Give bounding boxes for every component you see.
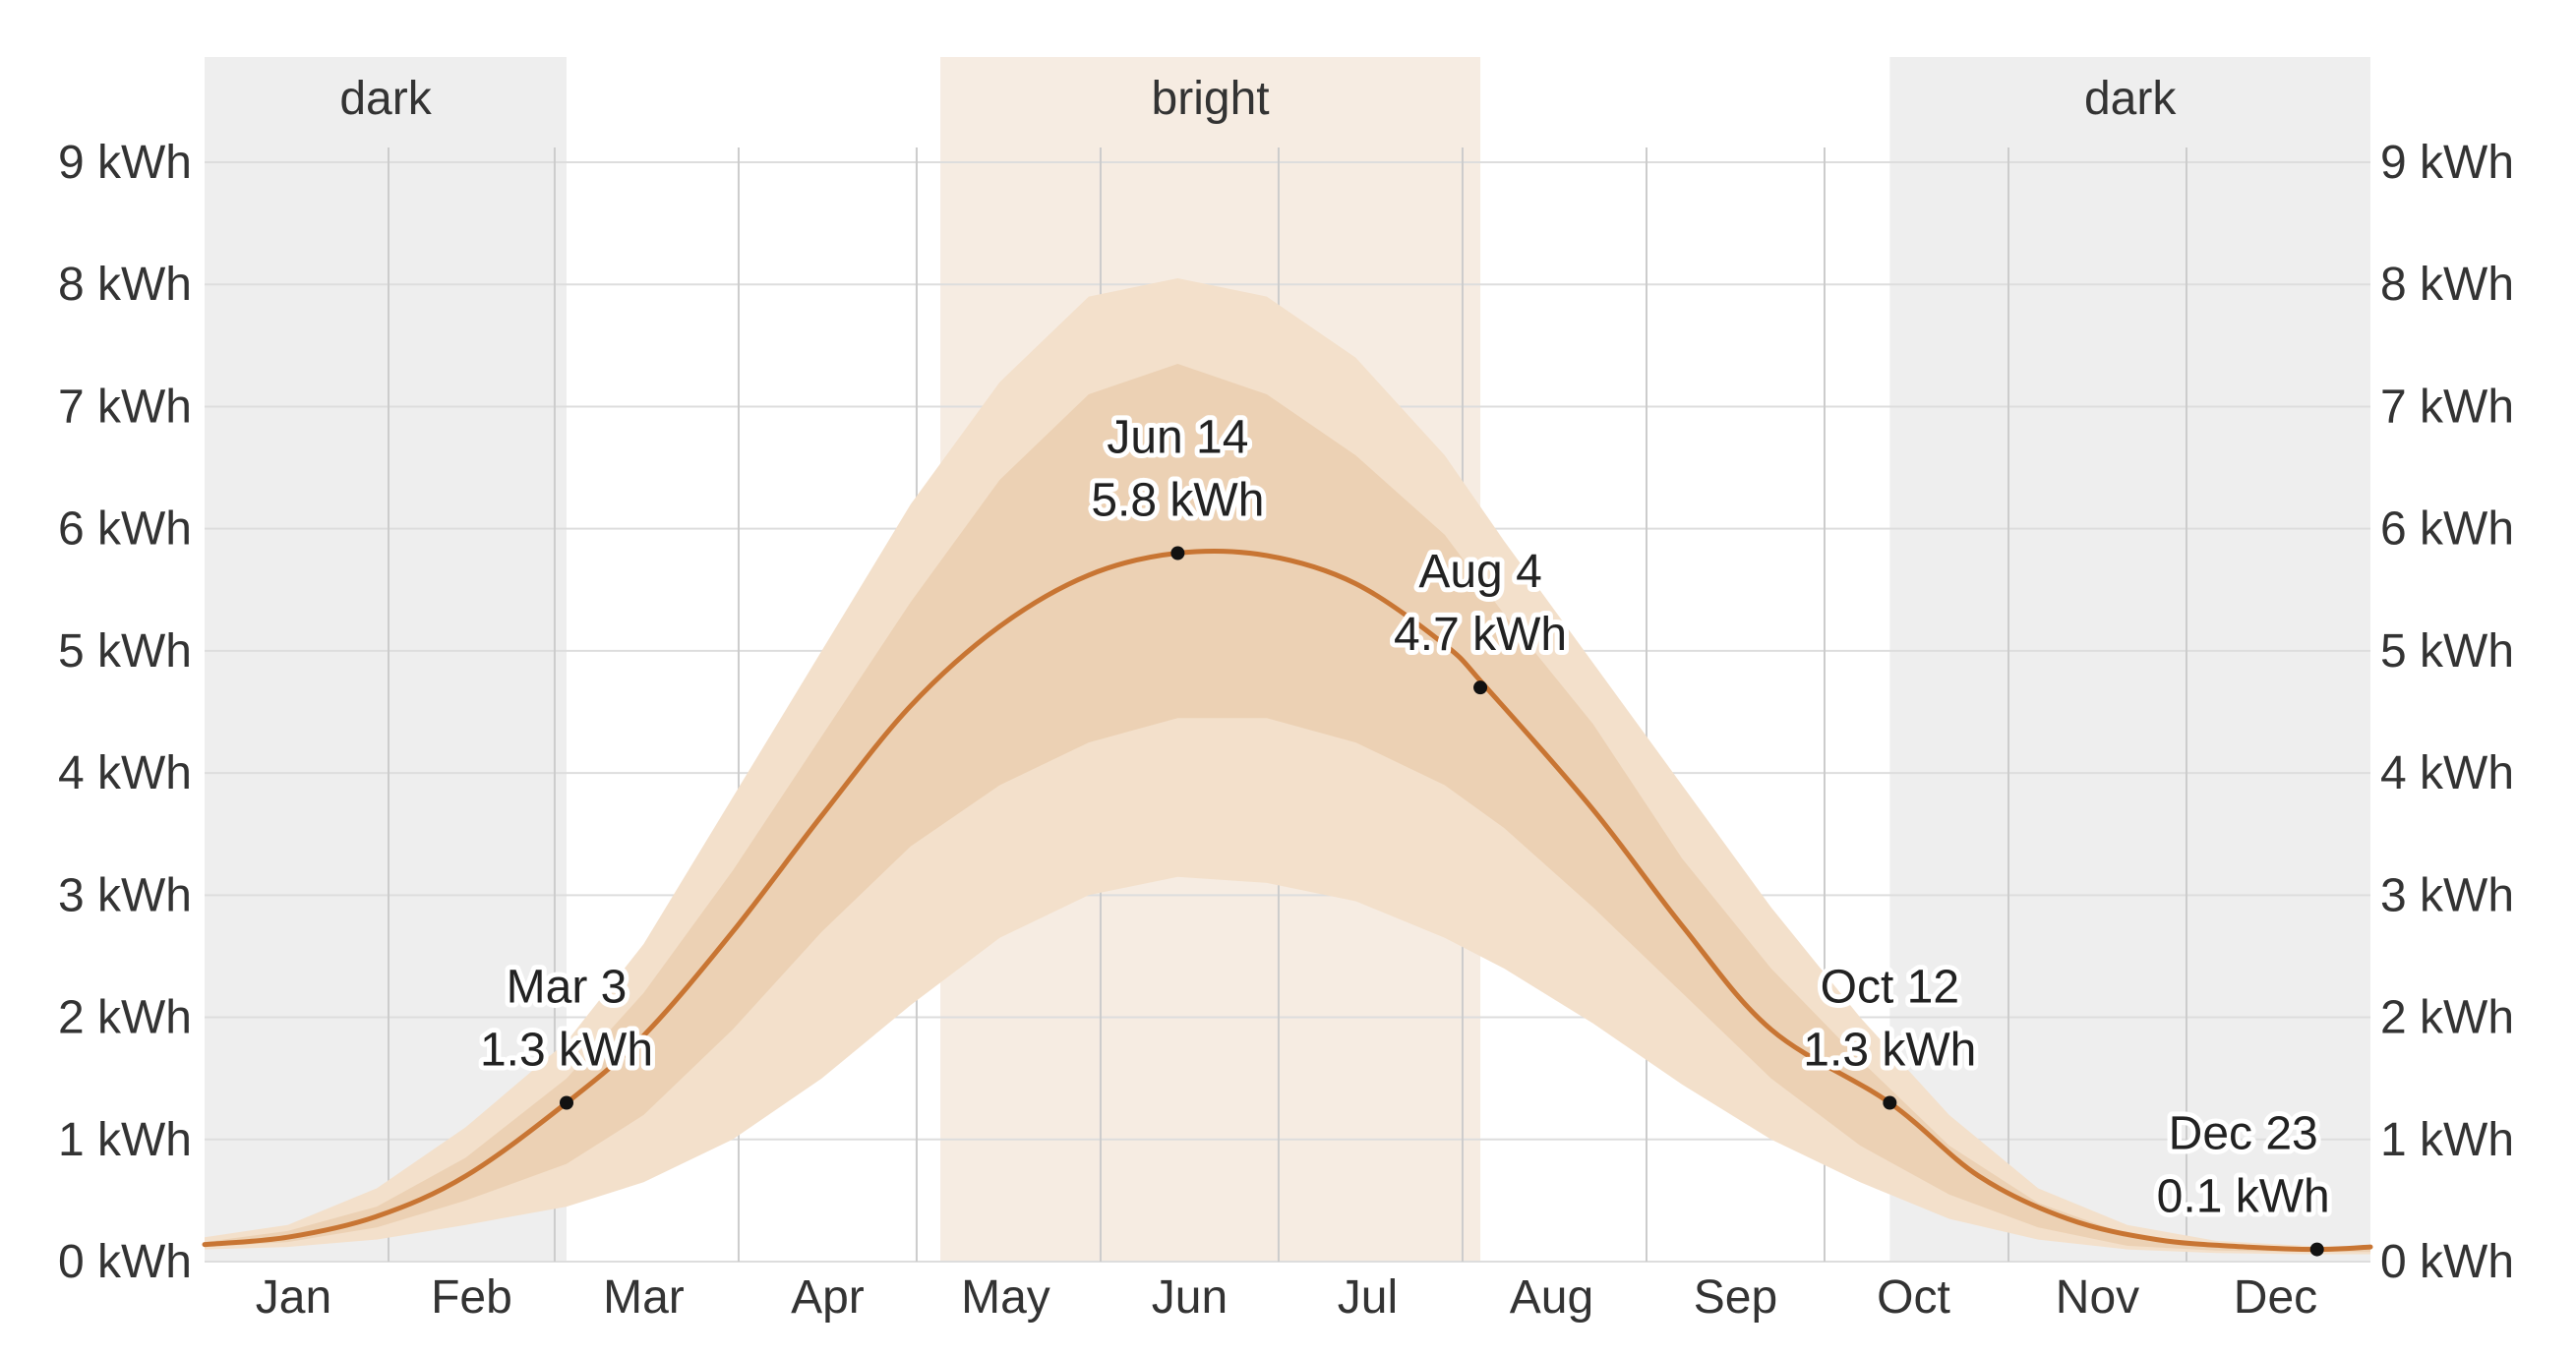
- x-tick-label: Nov: [2056, 1271, 2139, 1324]
- annotation-value-label: 1.3 kWh: [480, 1025, 653, 1077]
- y-tick-label-right: 9 kWh: [2380, 137, 2514, 189]
- y-tick-label-right: 0 kWh: [2380, 1236, 2514, 1288]
- annotation-date-label: Oct 12: [1821, 962, 1959, 1014]
- y-tick-label-left: 1 kWh: [58, 1114, 192, 1166]
- y-tick-label-right: 1 kWh: [2380, 1114, 2514, 1166]
- percentile-areas: [205, 278, 2370, 1255]
- x-tick-label: Aug: [1510, 1271, 1593, 1324]
- annotation-point: [1170, 546, 1185, 560]
- y-tick-label-right: 6 kWh: [2380, 503, 2514, 556]
- x-tick-label: Jun: [1152, 1271, 1228, 1324]
- annotation-value-label: 0.1 kWh: [2157, 1171, 2330, 1223]
- y-axis-left: 0 kWh 1 kWh 2 kWh 3 kWh 4 kWh 5 kWh 6 kWh 7 kWh…: [58, 137, 192, 1288]
- annotation-date-label: Aug 4: [1418, 546, 1541, 598]
- annotation-value-label: 1.3 kWh: [1803, 1025, 1976, 1077]
- y-tick-label-right: 4 kWh: [2380, 747, 2514, 799]
- y-tick-label-left: 3 kWh: [58, 869, 192, 921]
- x-tick-label: Apr: [791, 1271, 865, 1324]
- y-tick-label-right: 3 kWh: [2380, 869, 2514, 921]
- annotation-point: [2309, 1242, 2324, 1257]
- y-tick-label-right: 8 kWh: [2380, 259, 2514, 311]
- period-band-dark-2: [1889, 57, 2370, 1262]
- x-axis: Jan Feb Mar Apr May Jun Jul Aug Sep Oct Nov Dec: [256, 1271, 2317, 1324]
- band-25-75-percentile: [205, 364, 2370, 1253]
- annotations: Mar 3 1.3 kWh Jun 14 5.8 kWh Aug 4 4.7 kWh Oct…: [475, 407, 2335, 1257]
- annotation-point: [1883, 1095, 1897, 1110]
- annotation-date-label: Dec 23: [2169, 1108, 2318, 1160]
- annotation-point: [560, 1095, 574, 1110]
- x-tick-label: Jul: [1338, 1271, 1398, 1324]
- y-tick-label-left: 0 kWh: [58, 1236, 192, 1288]
- annotation-value-label: 4.7 kWh: [1394, 609, 1567, 661]
- y-tick-label-left: 5 kWh: [58, 625, 192, 678]
- y-axis-right: 0 kWh 1 kWh 2 kWh 3 kWh 4 kWh 5 kWh 6 kWh 7 kWh…: [2380, 137, 2514, 1288]
- period-band-label: bright: [1152, 73, 1270, 125]
- annotation-date-label: Jun 14: [1107, 412, 1248, 464]
- y-tick-label-right: 2 kWh: [2380, 992, 2514, 1044]
- x-tick-label: Mar: [603, 1271, 685, 1324]
- period-band-label: dark: [339, 73, 432, 125]
- y-tick-label-left: 9 kWh: [58, 137, 192, 189]
- y-tick-label-left: 8 kWh: [58, 259, 192, 311]
- annotation-date-label: Mar 3: [507, 962, 628, 1014]
- x-tick-label: Sep: [1694, 1271, 1777, 1324]
- y-tick-label-right: 7 kWh: [2380, 381, 2514, 433]
- average-line: [202, 548, 2373, 1253]
- period-band-label: dark: [2084, 73, 2177, 125]
- x-tick-label: May: [961, 1271, 1050, 1324]
- annotation-point: [1473, 680, 1488, 695]
- x-tick-label: Feb: [431, 1271, 512, 1324]
- x-tick-label: Jan: [256, 1271, 331, 1324]
- y-tick-label-left: 4 kWh: [58, 747, 192, 799]
- y-tick-label-left: 7 kWh: [58, 381, 192, 433]
- annotation-value-label: 5.8 kWh: [1091, 475, 1264, 527]
- y-tick-label-left: 6 kWh: [58, 503, 192, 556]
- y-tick-label-right: 5 kWh: [2380, 625, 2514, 678]
- x-tick-label: Dec: [2234, 1271, 2317, 1324]
- period-band-dark-0: [205, 57, 568, 1262]
- x-tick-label: Oct: [1877, 1271, 1950, 1324]
- y-tick-label-left: 2 kWh: [58, 992, 192, 1044]
- average-line-group: [202, 548, 2373, 1253]
